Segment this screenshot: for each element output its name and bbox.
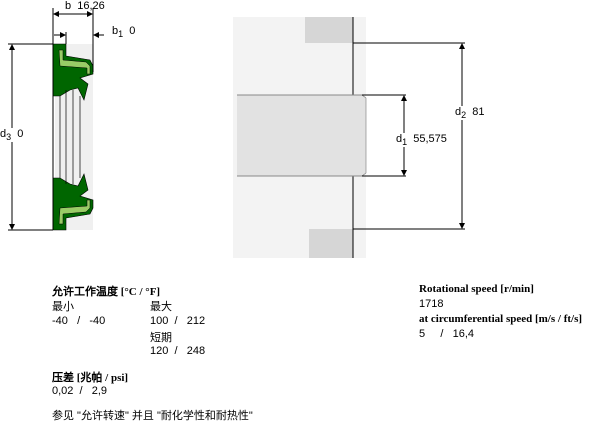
short-term-label: 短期 [150,332,172,344]
b-dimension-label: b 16,26 [65,0,105,12]
d3-dimension-label: d3 0 [0,128,24,143]
temperature-title: 允许工作温度 [°C / °F] [52,286,161,298]
d1-dimension-label: d1 55,575 [396,133,447,148]
min-label: 最小 [52,301,74,313]
pressure-title: 压差 [兆帕 / psi] [52,372,129,384]
d2-dimension-label: d2 81 [455,106,485,121]
max-temp-value: 100 / 212 [150,315,206,327]
min-temp-value: -40 / -40 [52,315,106,327]
pressure-value: 0,02 / 2,9 [52,385,108,397]
rotational-speed-value: 1718 [419,298,444,310]
circumferential-speed-value: 5 / 16,4 [419,328,475,340]
short-temp-value: 120 / 248 [150,345,206,357]
shaft [237,94,367,177]
b1-dimension-label: b1 0 [112,25,136,40]
see-also-note: 参见 "允许转速" 并且 "耐化学性和耐热性" [52,410,253,422]
rotational-speed-title: Rotational speed [r/min] [419,283,534,295]
max-label: 最大 [150,301,172,313]
circumferential-speed-title: at circumferential speed [m/s / ft/s] [419,313,583,325]
seal-cross-section [52,43,94,231]
